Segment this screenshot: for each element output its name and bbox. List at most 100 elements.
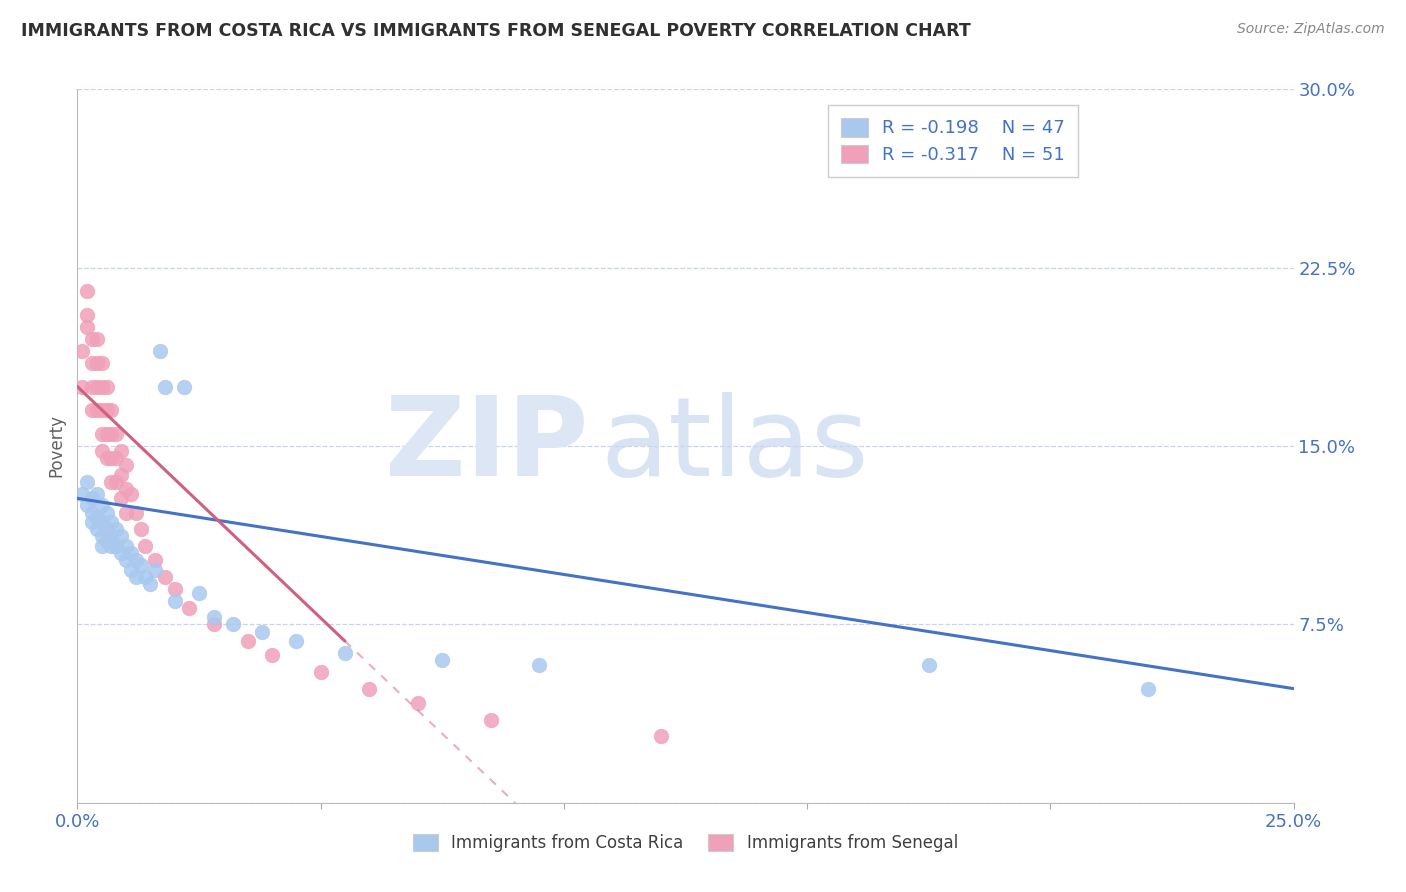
- Point: [120, 563, 142, 577]
- Point: [110, 443, 132, 458]
- Point: [76, 308, 98, 322]
- Point: [430, 653, 453, 667]
- Point: [80, 506, 103, 520]
- Text: atlas: atlas: [600, 392, 869, 500]
- Point: [105, 427, 128, 442]
- Point: [100, 515, 122, 529]
- Point: [202, 617, 225, 632]
- Point: [188, 586, 211, 600]
- Point: [309, 665, 332, 679]
- Point: [163, 582, 186, 596]
- Point: [134, 539, 156, 553]
- Point: [96, 403, 118, 417]
- Point: [222, 617, 245, 632]
- Point: [115, 458, 138, 472]
- Point: [110, 529, 132, 543]
- Point: [80, 515, 103, 529]
- Point: [125, 553, 148, 567]
- Point: [110, 491, 132, 506]
- Point: [76, 285, 98, 299]
- Point: [153, 379, 176, 393]
- Point: [110, 546, 132, 560]
- Point: [100, 403, 122, 417]
- Point: [134, 570, 156, 584]
- Point: [90, 427, 112, 442]
- Point: [80, 491, 103, 506]
- Point: [86, 403, 108, 417]
- Point: [250, 624, 273, 639]
- Point: [96, 506, 118, 520]
- Point: [76, 475, 98, 489]
- Point: [115, 482, 138, 496]
- Legend: Immigrants from Costa Rica, Immigrants from Senegal: Immigrants from Costa Rica, Immigrants f…: [406, 827, 965, 859]
- Point: [100, 529, 122, 543]
- Point: [70, 379, 93, 393]
- Point: [125, 570, 148, 584]
- Point: [120, 486, 142, 500]
- Point: [90, 356, 112, 370]
- Point: [90, 515, 112, 529]
- Point: [90, 443, 112, 458]
- Point: [96, 522, 118, 536]
- Point: [173, 379, 195, 393]
- Point: [260, 648, 283, 663]
- Point: [179, 600, 201, 615]
- Point: [100, 539, 122, 553]
- Point: [90, 539, 112, 553]
- Y-axis label: Poverty: Poverty: [48, 415, 66, 477]
- Point: [96, 450, 118, 465]
- Point: [90, 529, 112, 543]
- Point: [90, 403, 112, 417]
- Point: [125, 506, 148, 520]
- Point: [115, 539, 138, 553]
- Point: [129, 558, 152, 572]
- Point: [80, 379, 103, 393]
- Point: [333, 646, 356, 660]
- Point: [529, 657, 551, 672]
- Point: [105, 539, 128, 553]
- Point: [86, 486, 108, 500]
- Point: [100, 475, 122, 489]
- Point: [143, 553, 166, 567]
- Point: [86, 379, 108, 393]
- Point: [86, 332, 108, 346]
- Point: [359, 681, 381, 696]
- Point: [105, 475, 128, 489]
- Point: [1136, 681, 1159, 696]
- Point: [86, 510, 108, 524]
- Point: [143, 563, 166, 577]
- Point: [120, 546, 142, 560]
- Point: [918, 657, 941, 672]
- Point: [406, 696, 429, 710]
- Point: [90, 379, 112, 393]
- Point: [100, 427, 122, 442]
- Point: [80, 356, 103, 370]
- Point: [115, 553, 138, 567]
- Point: [96, 427, 118, 442]
- Point: [96, 534, 118, 549]
- Text: Source: ZipAtlas.com: Source: ZipAtlas.com: [1237, 22, 1385, 37]
- Point: [115, 506, 138, 520]
- Point: [650, 729, 672, 743]
- Point: [70, 343, 93, 358]
- Point: [149, 343, 172, 358]
- Point: [105, 522, 128, 536]
- Text: IMMIGRANTS FROM COSTA RICA VS IMMIGRANTS FROM SENEGAL POVERTY CORRELATION CHART: IMMIGRANTS FROM COSTA RICA VS IMMIGRANTS…: [21, 22, 970, 40]
- Point: [86, 522, 108, 536]
- Point: [100, 450, 122, 465]
- Point: [70, 486, 93, 500]
- Point: [105, 450, 128, 465]
- Point: [90, 499, 112, 513]
- Point: [139, 577, 162, 591]
- Point: [163, 593, 186, 607]
- Point: [129, 522, 152, 536]
- Text: ZIP: ZIP: [385, 392, 588, 500]
- Point: [110, 467, 132, 482]
- Point: [479, 713, 502, 727]
- Point: [96, 379, 118, 393]
- Point: [76, 499, 98, 513]
- Point: [285, 634, 308, 648]
- Point: [153, 570, 176, 584]
- Point: [202, 610, 225, 624]
- Point: [80, 403, 103, 417]
